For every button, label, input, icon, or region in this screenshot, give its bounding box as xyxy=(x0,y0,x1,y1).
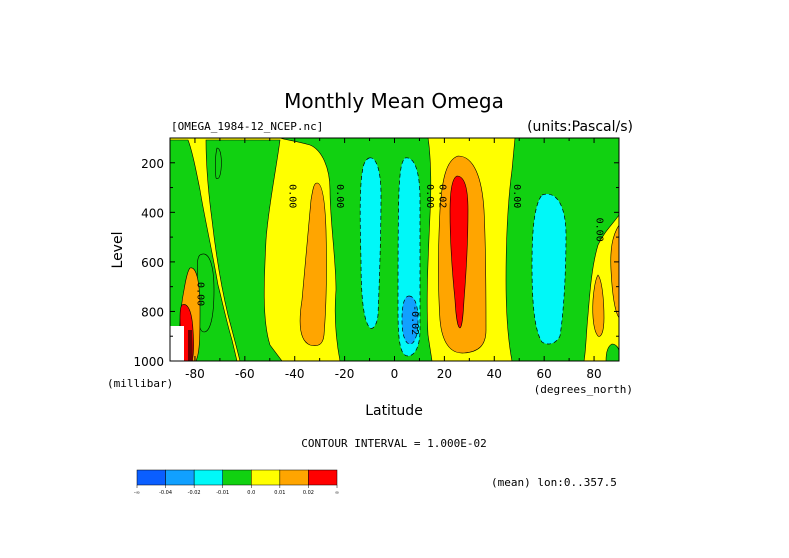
mean-note: (mean) lon:0..357.5 xyxy=(491,476,617,489)
contour-label: 0.00 xyxy=(424,184,435,208)
field-band-neg-small xyxy=(205,139,283,361)
colorbar-swatch xyxy=(222,469,252,486)
x-tick-label: 0 xyxy=(391,367,399,381)
chart-title: Monthly Mean Omega xyxy=(284,89,504,113)
field-band-pos-medium xyxy=(299,182,327,346)
colorbar-swatch xyxy=(308,469,338,486)
colorbar-swatch xyxy=(251,469,281,486)
field-band-pos-large xyxy=(449,175,469,329)
plot-area: 0.000.00 0.00 0.00 0.02 0.000.00-0.02 -80 -60… xyxy=(133,137,620,381)
field-band-neg-small xyxy=(196,253,215,333)
y-axis-ticks: 200 400 600 800 1000 xyxy=(133,137,619,369)
field-missing-data xyxy=(170,326,184,361)
file-label: [OMEGA_1984-12_NCEP.nc] xyxy=(171,120,323,133)
contour-labels: 0.000.00 0.00 0.00 0.02 0.000.00-0.02 xyxy=(194,184,604,335)
x-axis-units: (degrees_north) xyxy=(534,383,633,396)
x-tick-label: -20 xyxy=(335,367,355,381)
colorbar-label: -∞ xyxy=(134,490,140,496)
x-tick-label: -80 xyxy=(185,367,205,381)
field-band-neg-small xyxy=(215,147,222,180)
units-label: (units:Pascal/s) xyxy=(527,119,633,135)
colorbar: -∞ -0.04 -0.02 -0.01 0.0 0.01 0.02 ∞ xyxy=(134,469,339,496)
colorbar-label: -0.02 xyxy=(188,490,201,496)
x-tick-label: 80 xyxy=(586,367,601,381)
field-band-neg-small xyxy=(279,138,433,361)
colorbar-swatch xyxy=(193,469,223,486)
contour-label: 0.00 xyxy=(194,282,205,306)
colorbar-label: -0.01 xyxy=(216,490,229,496)
colorbar-swatch xyxy=(136,469,166,486)
contour-label: 0.00 xyxy=(511,184,522,208)
y-tick-label: 800 xyxy=(141,305,164,319)
contour-label: 0.00 xyxy=(287,184,298,208)
contour-label: 0.02 xyxy=(436,184,447,208)
field-band-neg-medium xyxy=(531,193,567,345)
x-tick-label: 60 xyxy=(537,367,552,381)
colorbar-label: ∞ xyxy=(335,490,339,496)
x-axis-label: Latitude xyxy=(365,403,423,419)
x-tick-label: -40 xyxy=(285,367,305,381)
contour-label: -0.02 xyxy=(409,305,420,335)
y-tick-label: 400 xyxy=(141,206,164,220)
y-tick-label: 200 xyxy=(141,157,164,171)
field-band-pos-medium xyxy=(610,224,619,319)
colorbar-label: -0.04 xyxy=(159,490,172,496)
y-tick-label: 1000 xyxy=(133,355,164,369)
field-band-neg-large xyxy=(401,295,419,345)
y-axis-label: Level xyxy=(110,232,126,269)
x-tick-label: -60 xyxy=(235,367,255,381)
colorbar-label: 0.02 xyxy=(303,490,314,496)
contour-label: 0.00 xyxy=(594,218,605,242)
colorbar-label: 0.01 xyxy=(274,490,285,496)
x-tick-label: 20 xyxy=(437,367,452,381)
field-band-pos-medium xyxy=(592,274,605,337)
colorbar-label: 0.0 xyxy=(247,490,255,496)
y-tick-label: 600 xyxy=(141,256,164,270)
colorbar-swatch xyxy=(165,469,195,486)
y-axis-units: (millibar) xyxy=(107,377,173,390)
x-axis-ticks: -80 -60 -40 -20 0 20 40 60 80 xyxy=(169,138,620,381)
contour-label: 0.00 xyxy=(334,184,345,208)
field-band-neg-medium xyxy=(359,157,382,329)
contour-interval: CONTOUR INTERVAL = 1.000E-02 xyxy=(301,437,486,450)
field-band-pos-extreme xyxy=(188,330,193,361)
colorbar-swatch xyxy=(279,469,309,486)
x-tick-label: 40 xyxy=(487,367,502,381)
